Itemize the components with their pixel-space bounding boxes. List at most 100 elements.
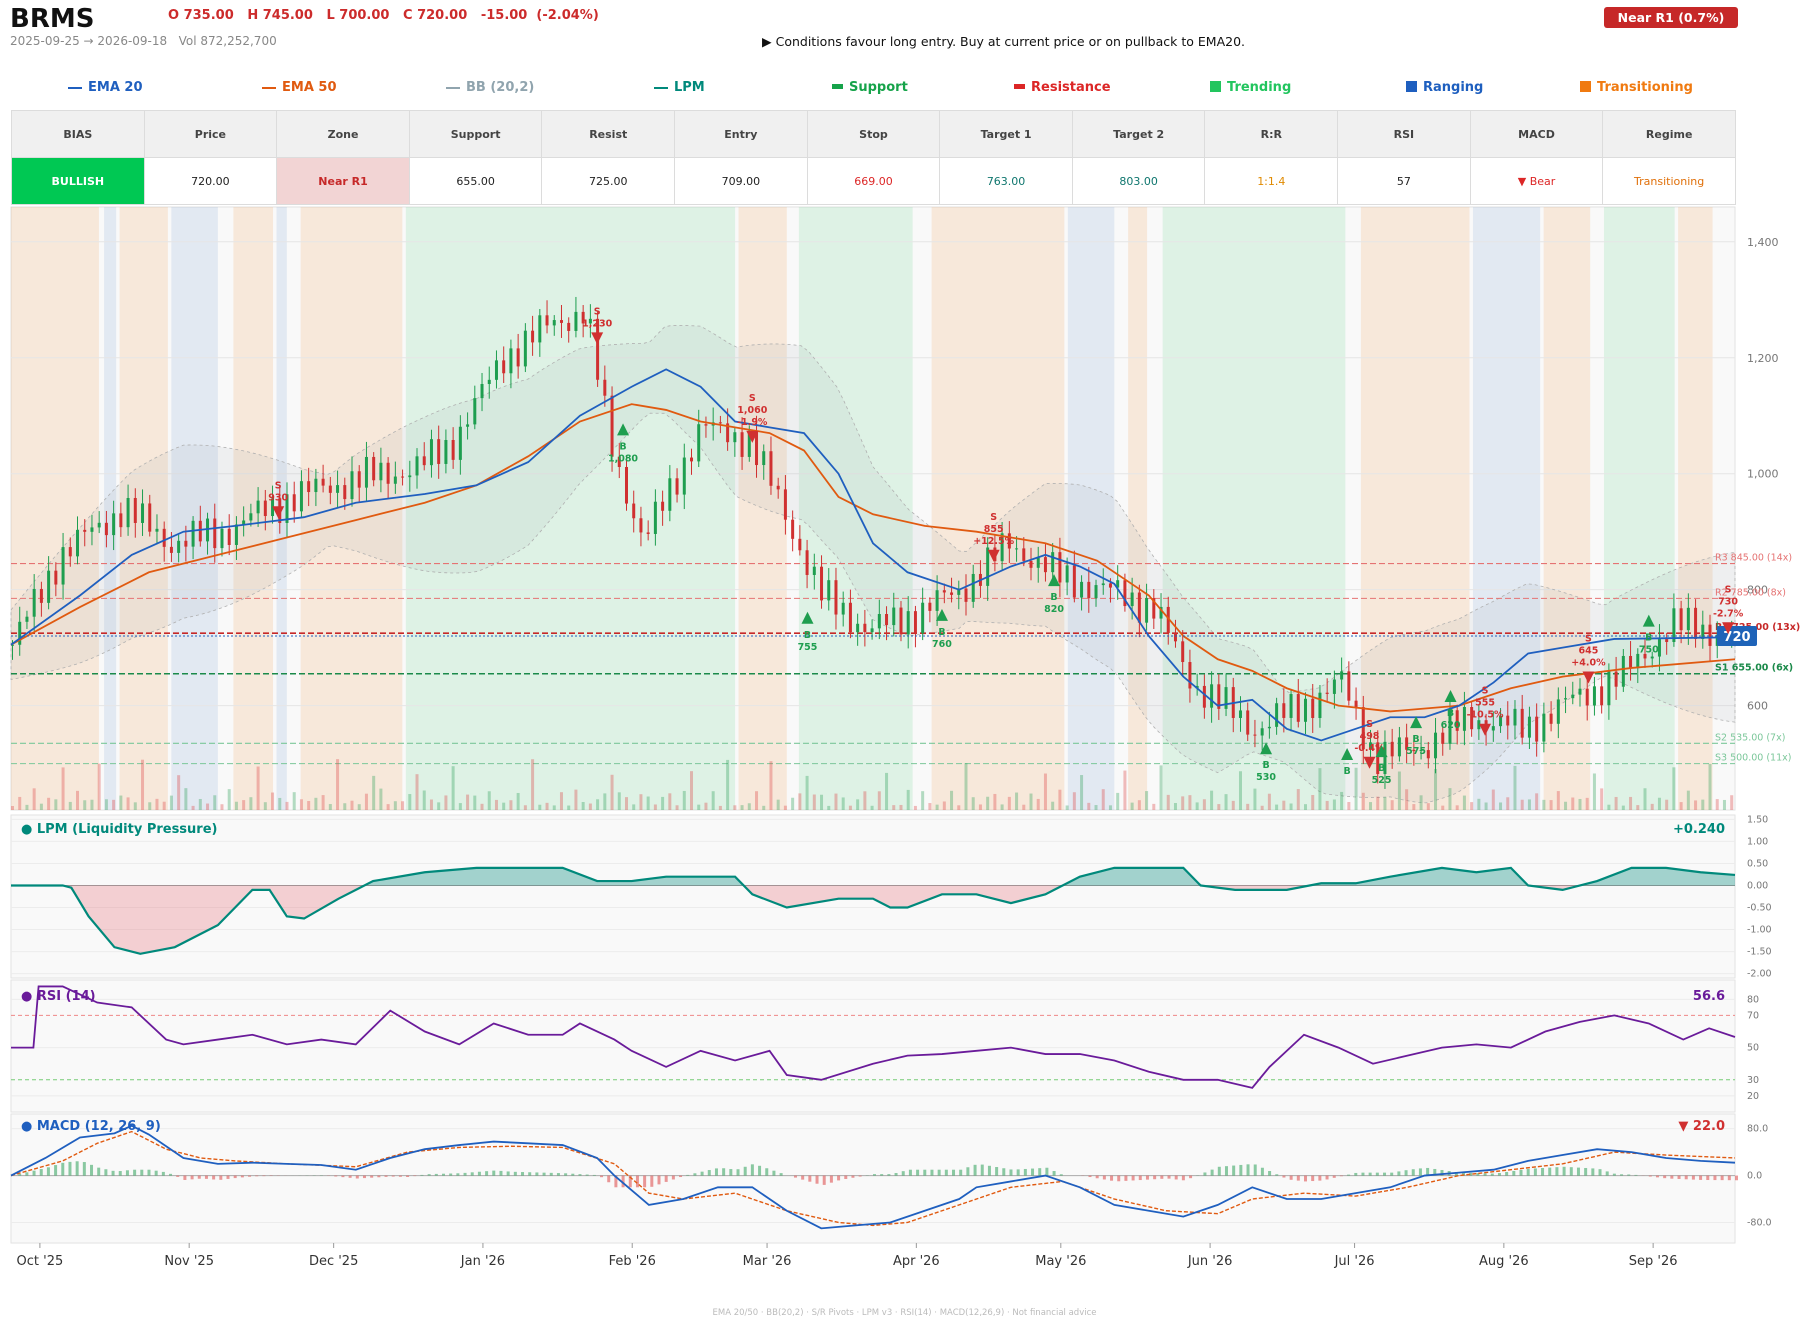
macd-histogram-bar (1361, 1172, 1365, 1176)
regime-band-transitioning (738, 207, 787, 810)
price-chart-svg[interactable]: 600 800 1,000 1,200 1,400 R3 845.00 (14x) R2 7… (0, 205, 1809, 1307)
volume-bar (336, 759, 340, 810)
macd-histogram-bar (1462, 1172, 1466, 1176)
macd-histogram-bar (916, 1169, 920, 1176)
volume-bar (68, 801, 72, 810)
volume-bar (740, 805, 744, 810)
macd-histogram-bar (671, 1175, 675, 1180)
volume-bar (466, 794, 470, 810)
macd-histogram-bar (607, 1175, 611, 1183)
sell-signal-marker (1722, 622, 1735, 635)
volume-bar (133, 802, 137, 810)
volume-bar (307, 801, 311, 810)
macd-histogram-bar (1490, 1173, 1494, 1176)
macd-histogram-bar (1059, 1174, 1063, 1176)
macd-histogram-bar (1038, 1168, 1042, 1176)
volume-bar (76, 790, 80, 810)
macd-histogram-bar (1512, 1170, 1516, 1176)
signal-label: S (990, 512, 997, 523)
volume-bar (805, 775, 809, 810)
volume-bar (502, 802, 506, 810)
volume-bar (1607, 804, 1611, 810)
lpm-tick-label: -0.50 (1747, 903, 1772, 914)
macd-histogram-bar (104, 1169, 108, 1176)
lpm-panel-bg (10, 814, 1736, 979)
candle-body (1535, 716, 1539, 742)
legend-label: EMA 20 (88, 80, 143, 95)
sell-signal-marker (1479, 723, 1492, 736)
volume-bar (343, 803, 347, 810)
macd-histogram-bar (1189, 1175, 1193, 1179)
volume-bar (494, 799, 498, 810)
signal-label: 1,230 (582, 318, 612, 329)
macd-histogram-bar (578, 1174, 582, 1176)
macd-histogram-bar (341, 1175, 345, 1178)
volume-bar (769, 761, 773, 810)
volume-bar (169, 795, 173, 810)
macd-histogram-bar (169, 1173, 173, 1176)
signal-label: S (275, 480, 282, 491)
candle-body (1166, 606, 1170, 633)
macd-histogram-bar (729, 1169, 733, 1176)
volume-bar (1340, 791, 1344, 810)
macd-histogram-bar (1706, 1175, 1710, 1181)
macd-histogram-bar (506, 1171, 510, 1176)
candle-body (234, 524, 238, 545)
candle-body (487, 379, 491, 384)
volume-bar (249, 797, 253, 810)
ema20-line (10, 368, 1736, 742)
macd-histogram-bar (1699, 1175, 1703, 1180)
candle-body (1072, 565, 1076, 598)
candle-body (1679, 608, 1683, 631)
volume-bar (112, 799, 116, 810)
candle-body (1657, 639, 1661, 657)
volume-bar (733, 805, 737, 810)
macd-histogram-bar (1052, 1171, 1056, 1176)
candle-body (1022, 548, 1026, 561)
volume-bar (596, 799, 600, 810)
volume-bar (184, 788, 188, 810)
macd-histogram-bar (1605, 1171, 1609, 1176)
regime-band-transitioning (11, 207, 99, 810)
buy-signal-marker (935, 608, 948, 621)
volume-bar (538, 804, 542, 810)
macd-histogram-bar (1533, 1168, 1537, 1176)
macd-histogram-bar (61, 1162, 65, 1176)
macd-histogram-bar (722, 1168, 726, 1176)
price-tick-label: 1,000 (1747, 468, 1779, 481)
volume-bar (1549, 800, 1553, 810)
volume-bar (820, 794, 824, 810)
macd-histogram-bar (262, 1175, 266, 1177)
candle-body (581, 311, 585, 324)
candle-body (1549, 713, 1553, 724)
candle-body (791, 519, 795, 539)
macd-histogram-bar (1648, 1175, 1652, 1177)
candle-body (191, 520, 195, 547)
volume-bar (1202, 799, 1206, 810)
candle-body (1520, 708, 1524, 738)
signal-label: B (619, 441, 626, 452)
volume-bar (726, 759, 730, 810)
candle-body (119, 513, 123, 528)
macd-histogram-bar (1677, 1175, 1681, 1179)
candle-body (1246, 710, 1250, 735)
candle-body (1694, 607, 1698, 639)
macd-histogram-bar (1304, 1175, 1307, 1182)
signal-label: 1,060 (737, 405, 767, 416)
candle-body (141, 503, 145, 523)
legend-label: BB (20,2) (466, 80, 535, 95)
volume-bar (1253, 788, 1257, 810)
macd-histogram-bar (564, 1173, 568, 1176)
macd-histogram-bar (355, 1175, 359, 1179)
macd-histogram-bar (1131, 1175, 1135, 1181)
macd-histogram-bar (1145, 1175, 1149, 1180)
volume-bar (104, 799, 108, 810)
volume-bar (1080, 775, 1084, 810)
candle-body (1614, 671, 1618, 687)
macd-histogram-bar (693, 1173, 697, 1176)
candle-body (668, 478, 672, 511)
volume-bar (162, 801, 166, 810)
candle-body (834, 580, 838, 615)
signal-label: 525 (1372, 775, 1392, 786)
macd-histogram-bar (398, 1175, 402, 1177)
